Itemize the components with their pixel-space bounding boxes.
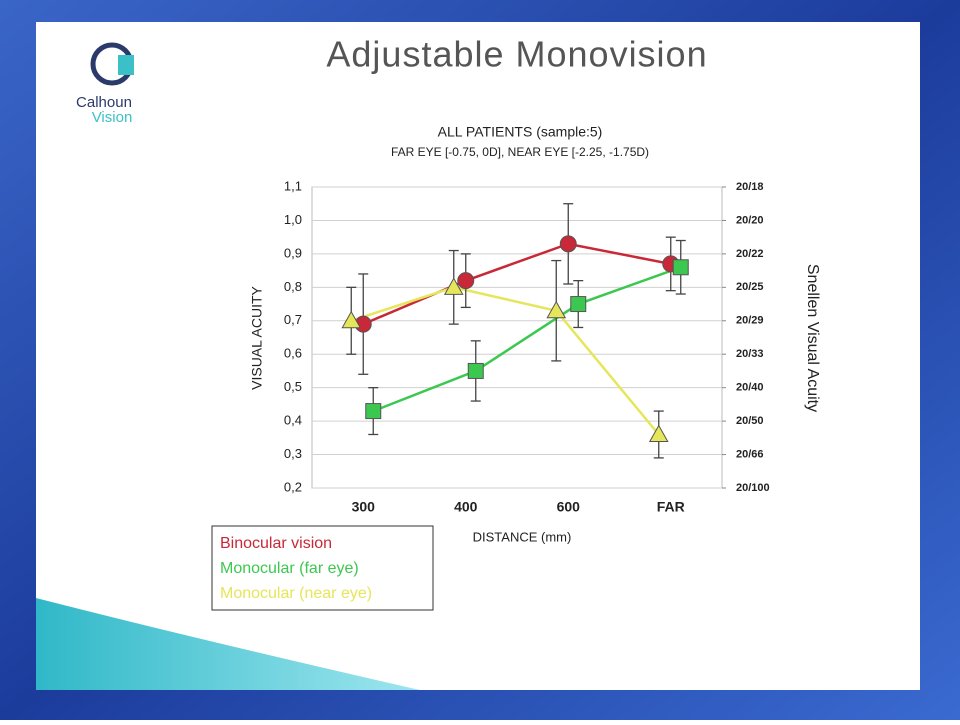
plot-area [311,186,723,489]
data-point [570,296,587,313]
data-point [365,403,382,420]
series-line [350,286,660,436]
y-axis-label: VISUAL ACUITY [249,285,265,389]
y-tick-label: 0,4 [284,413,302,428]
slide-title: Adjustable Monovision [326,34,707,75]
y2-tick-label: 20/22 [736,248,764,260]
y2-tick-label: 20/66 [736,448,764,460]
series-line [362,242,671,326]
legend-entry: Monocular (near eye) [220,585,372,602]
logo-text: Calhoun [76,94,132,111]
logo-text: Vision [92,109,133,126]
y2-tick-label: 20/25 [736,281,764,293]
data-point [672,259,689,276]
y-tick-label: 0,8 [284,279,302,294]
y-tick-label: 1,1 [284,178,302,193]
x-tick-label: 400 [454,499,478,515]
series-line [372,266,682,413]
y2-axis-label: Snellen Visual Acuity [804,264,821,412]
y2-tick-label: 20/29 [736,315,764,327]
legend-entry: Monocular (far eye) [220,560,359,577]
y2-tick-label: 20/33 [736,348,764,360]
x-axis-label: DISTANCE (mm) [473,529,572,544]
legend-entry: Binocular vision [220,535,332,552]
y2-tick-label: 20/40 [736,382,764,394]
data-point [467,362,484,379]
chart-subtitle: FAR EYE [-0.75, 0D], NEAR EYE [-2.25, -1… [391,145,649,159]
swoosh [36,598,420,690]
data-point [648,424,669,442]
x-tick-label: 300 [352,499,376,515]
legend-box [211,525,434,611]
y2-tick-label: 20/18 [736,181,764,193]
logo-mark [118,55,134,75]
y-tick-label: 0,9 [284,245,302,260]
y2-tick-label: 20/50 [736,415,764,427]
data-point [546,300,567,319]
y-tick-label: 0,3 [284,446,302,461]
data-point [559,235,577,253]
x-tick-label: 600 [557,499,581,515]
data-point [457,272,475,290]
y-tick-label: 1,0 [284,212,302,227]
data-point [341,310,362,329]
y2-tick-label: 20/100 [736,482,770,494]
y-tick-label: 0,5 [284,379,302,394]
x-tick-label: FAR [657,499,685,515]
chart-title: ALL PATIENTS (sample:5) [438,124,603,140]
y-tick-label: 0,7 [284,312,302,327]
y2-tick-label: 20/20 [736,214,764,226]
y-tick-label: 0,2 [284,479,302,494]
y-tick-label: 0,6 [284,346,302,361]
data-point [443,277,464,295]
